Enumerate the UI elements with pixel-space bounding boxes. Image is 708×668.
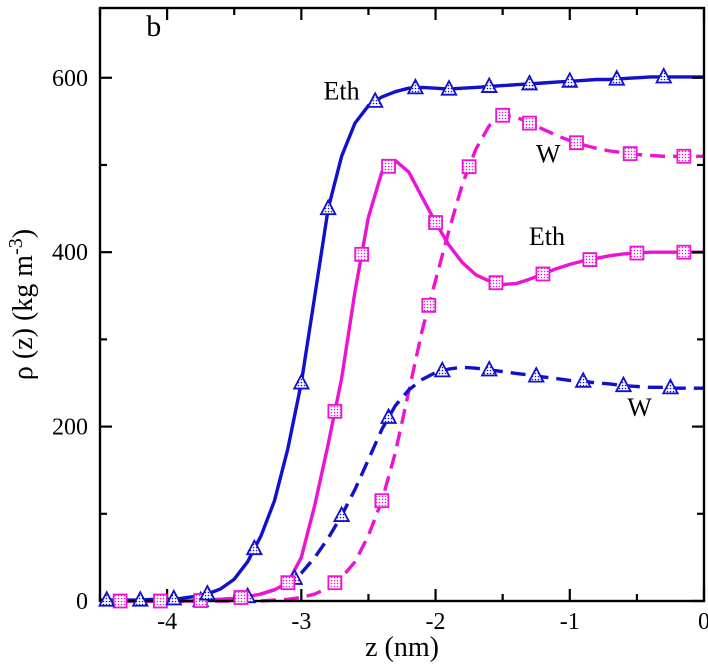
triangle-marker — [440, 79, 458, 96]
series-eth-magenta-solid-markers — [112, 158, 692, 609]
square-marker — [327, 403, 343, 419]
square-marker — [522, 115, 537, 131]
square-marker — [327, 575, 343, 591]
square-marker — [488, 275, 504, 291]
triangle-marker — [433, 360, 451, 378]
triangle-marker — [245, 538, 264, 556]
w-blue-label: W — [627, 393, 652, 422]
square-marker — [428, 215, 443, 230]
x-tick-label: -4 — [157, 609, 177, 635]
y-tick-label: 0 — [76, 589, 88, 615]
x-tick-label: -2 — [426, 609, 446, 635]
triangle-marker — [561, 71, 579, 88]
triangle-marker — [98, 590, 116, 607]
square-marker — [280, 575, 296, 591]
triangle-marker — [614, 375, 633, 393]
triangle-marker — [379, 407, 398, 424]
triangle-marker — [480, 359, 498, 377]
triangle-marker — [655, 66, 673, 84]
square-marker — [461, 159, 477, 175]
square-marker — [495, 107, 511, 123]
w-magenta-label: W — [536, 139, 561, 168]
square-marker — [152, 593, 168, 609]
panel-label: b — [146, 10, 161, 43]
x-tick-label: -3 — [291, 609, 311, 635]
square-marker — [676, 148, 692, 164]
series-lines — [100, 75, 704, 603]
series-markers — [98, 66, 692, 609]
annotations: b Eth W Eth W — [146, 10, 652, 422]
y-axis-label: ρ (z) (kg m-3) — [5, 229, 39, 380]
square-marker — [582, 252, 598, 267]
square-marker — [374, 493, 390, 509]
square-marker — [622, 146, 638, 162]
triangle-marker — [332, 505, 351, 523]
eth-magenta-label: Eth — [529, 222, 565, 251]
square-marker — [535, 266, 551, 282]
series-eth-blue-solid-line — [100, 75, 704, 602]
triangle-marker — [527, 366, 545, 383]
triangle-marker — [661, 377, 680, 395]
triangle-marker — [574, 371, 592, 388]
axes: -4 -3 -2 -1 0 0 200 400 600 z (nm) ρ (z) (kg m-3) — [5, 6, 708, 663]
series-w-magenta-dashed-markers — [327, 107, 692, 591]
y-tick-label: 200 — [52, 415, 88, 441]
square-marker — [233, 590, 249, 605]
y-tick-label: 600 — [52, 66, 88, 92]
series-eth-blue-solid-markers — [98, 66, 673, 607]
triangle-marker — [292, 373, 311, 390]
triangle-marker — [406, 77, 425, 95]
x-axis-label: z (nm) — [365, 632, 439, 663]
triangle-marker — [480, 76, 498, 93]
square-marker — [421, 297, 437, 313]
square-marker — [354, 246, 370, 262]
x-tick-label: 0 — [698, 609, 708, 635]
series-w-blue-dashed-markers — [191, 359, 680, 608]
square-marker — [112, 593, 128, 609]
triangle-marker — [319, 198, 337, 216]
series-w-blue-dashed-line — [100, 365, 704, 603]
triangle-marker — [608, 69, 626, 86]
series-eth-magenta-solid-line — [100, 158, 704, 603]
square-marker — [569, 135, 584, 151]
eth-blue-label: Eth — [324, 77, 360, 106]
triangle-marker — [198, 584, 217, 601]
triangle-marker — [366, 91, 384, 108]
series-w-magenta-dashed-line — [100, 113, 704, 603]
triangle-marker — [131, 590, 149, 607]
y-tick-label: 400 — [52, 240, 88, 266]
square-marker — [381, 158, 396, 174]
square-marker — [676, 244, 692, 260]
x-tick-label: -1 — [560, 609, 580, 635]
square-marker — [629, 245, 645, 261]
triangle-marker — [520, 73, 539, 91]
triangle-marker — [165, 588, 183, 606]
